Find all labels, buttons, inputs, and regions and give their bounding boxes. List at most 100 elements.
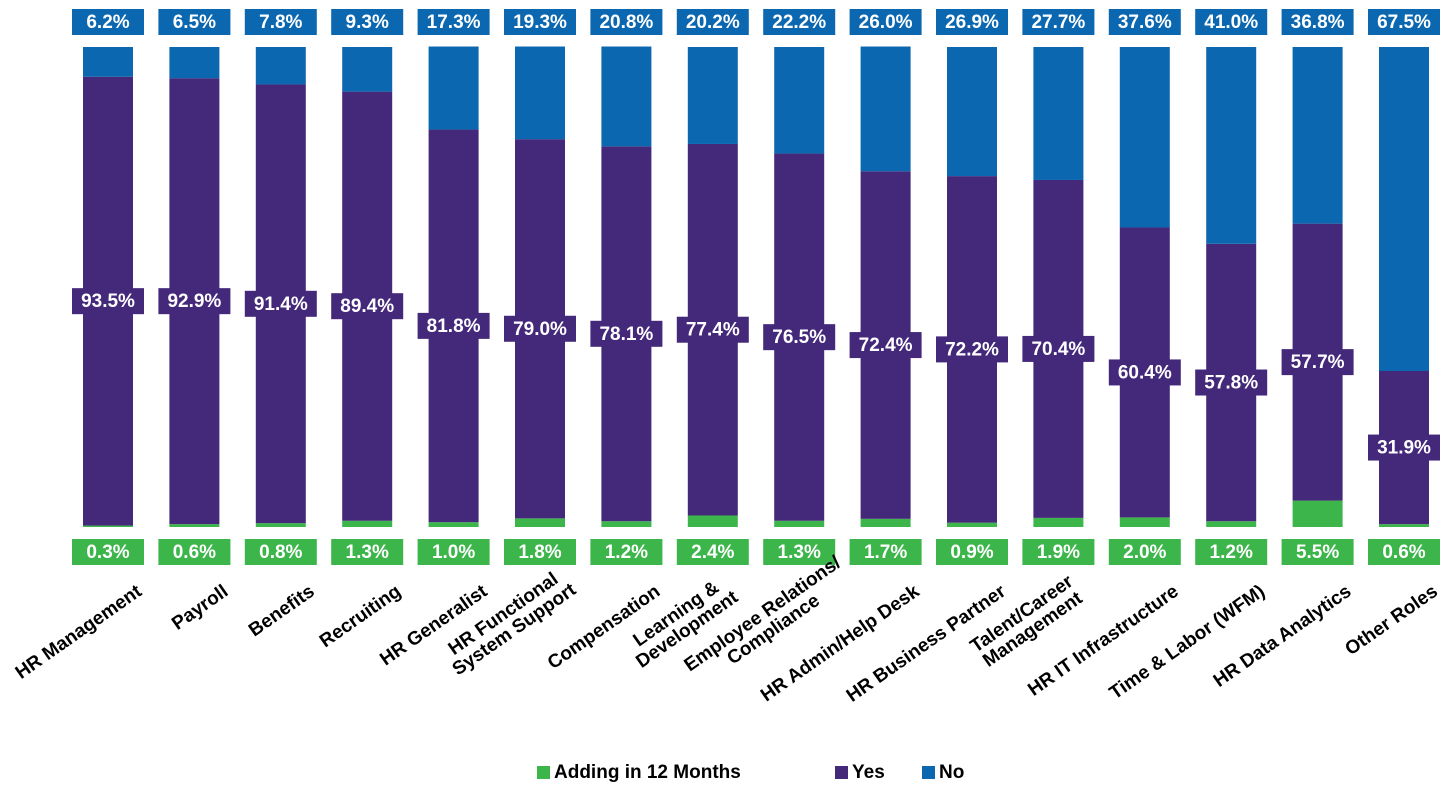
value-label-box <box>504 315 576 342</box>
value-label-box <box>1195 539 1268 565</box>
value-label: 37.6% <box>1118 12 1172 33</box>
value-label: 89.4% <box>340 296 394 317</box>
value-label: 81.8% <box>427 316 481 337</box>
value-label-box <box>590 9 663 35</box>
value-label: 41.0% <box>1204 12 1258 33</box>
value-label-box <box>331 9 404 35</box>
value-label-box <box>1281 349 1354 376</box>
value-label-box <box>504 9 576 35</box>
bar-segment <box>1379 47 1429 371</box>
value-label: 70.4% <box>1031 339 1085 360</box>
value-label-box <box>1281 539 1354 565</box>
bar-segment <box>1206 521 1257 527</box>
legend-swatch <box>835 766 848 779</box>
x-tick-label-group: Benefits <box>245 581 318 641</box>
bar-segment <box>687 515 738 527</box>
value-label: 26.0% <box>859 12 913 33</box>
value-label-box <box>1195 9 1268 35</box>
value-label: 57.7% <box>1291 352 1345 373</box>
bar-segment <box>774 47 825 154</box>
value-label-box <box>331 293 404 320</box>
value-label-box <box>849 9 922 35</box>
value-label-box <box>1368 434 1440 461</box>
value-label-box <box>590 539 663 565</box>
value-label-box <box>936 539 1008 565</box>
value-label-box <box>1108 359 1181 386</box>
value-label-box <box>1368 9 1440 35</box>
value-label-box <box>504 539 576 565</box>
value-label-box <box>417 312 490 339</box>
bar-segment <box>428 46 479 130</box>
value-label: 1.9% <box>1037 542 1080 563</box>
bar-segment <box>1033 47 1084 180</box>
value-label: 1.7% <box>864 542 907 563</box>
bar-segment <box>1379 524 1429 527</box>
bar-segment <box>601 521 652 527</box>
value-label-box <box>849 539 922 565</box>
value-label: 2.0% <box>1123 542 1166 563</box>
bar-segment <box>169 47 220 79</box>
bar-segment <box>255 523 306 527</box>
value-label: 67.5% <box>1377 12 1431 33</box>
bar-segment <box>169 524 220 527</box>
value-label: 77.4% <box>686 320 740 341</box>
bar-segment <box>1292 47 1343 224</box>
value-label: 20.8% <box>599 12 653 33</box>
value-label: 31.9% <box>1377 438 1431 459</box>
value-label-box <box>676 9 749 35</box>
value-label-box <box>1368 539 1440 565</box>
value-label: 0.8% <box>259 542 302 563</box>
value-label-box <box>158 539 231 565</box>
bar-segment <box>515 46 565 140</box>
value-label: 9.3% <box>346 12 389 33</box>
value-label: 5.5% <box>1296 542 1339 563</box>
value-label-box <box>676 316 749 343</box>
value-label-box <box>676 539 749 565</box>
x-tick-label-group: HR Management <box>12 581 147 684</box>
value-label: 79.0% <box>513 319 567 340</box>
value-label-box <box>936 9 1008 35</box>
value-label: 7.8% <box>259 12 302 33</box>
value-label: 0.3% <box>86 542 129 563</box>
legend-swatch <box>537 766 550 779</box>
x-tick-label: Benefits <box>245 581 318 641</box>
value-label: 57.8% <box>1204 373 1258 394</box>
value-label-box <box>331 539 404 565</box>
bar-segment <box>342 47 393 92</box>
value-label: 1.3% <box>778 542 821 563</box>
bar-segment <box>342 520 393 527</box>
value-label: 36.8% <box>1291 12 1345 33</box>
value-label: 19.3% <box>513 12 567 33</box>
x-tick-label-group: Payroll <box>168 581 232 635</box>
value-label-box <box>1281 9 1354 35</box>
value-label-box <box>72 288 144 315</box>
value-label: 1.2% <box>1210 542 1253 563</box>
bar-segment <box>1119 517 1170 527</box>
value-label-box <box>1108 539 1181 565</box>
bar-segment <box>515 518 565 527</box>
value-label-box <box>72 9 144 35</box>
value-label-box <box>1195 369 1268 396</box>
legend-swatch <box>922 766 935 779</box>
value-label-box <box>936 336 1008 363</box>
value-label: 76.5% <box>772 327 826 348</box>
value-label-box <box>1022 539 1095 565</box>
value-label: 26.9% <box>945 12 999 33</box>
bar-segment <box>83 47 133 77</box>
value-label: 92.9% <box>167 291 221 312</box>
value-label: 93.5% <box>81 291 135 312</box>
bar-segment <box>774 520 825 527</box>
value-label: 0.6% <box>1382 542 1425 563</box>
value-label-box <box>158 9 231 35</box>
value-label: 17.3% <box>427 12 481 33</box>
legend-label: No <box>939 762 964 783</box>
x-tick-label: Time & Labor (WFM) <box>1106 581 1269 704</box>
value-label: 60.4% <box>1118 362 1172 383</box>
value-label-box <box>417 539 490 565</box>
value-label: 6.5% <box>173 12 216 33</box>
x-tick-label-group: Other Roles <box>1341 581 1441 660</box>
value-label-box <box>763 539 836 565</box>
value-label: 1.3% <box>346 542 389 563</box>
value-label: 20.2% <box>686 12 740 33</box>
x-tick-label: HR Management <box>12 581 147 684</box>
